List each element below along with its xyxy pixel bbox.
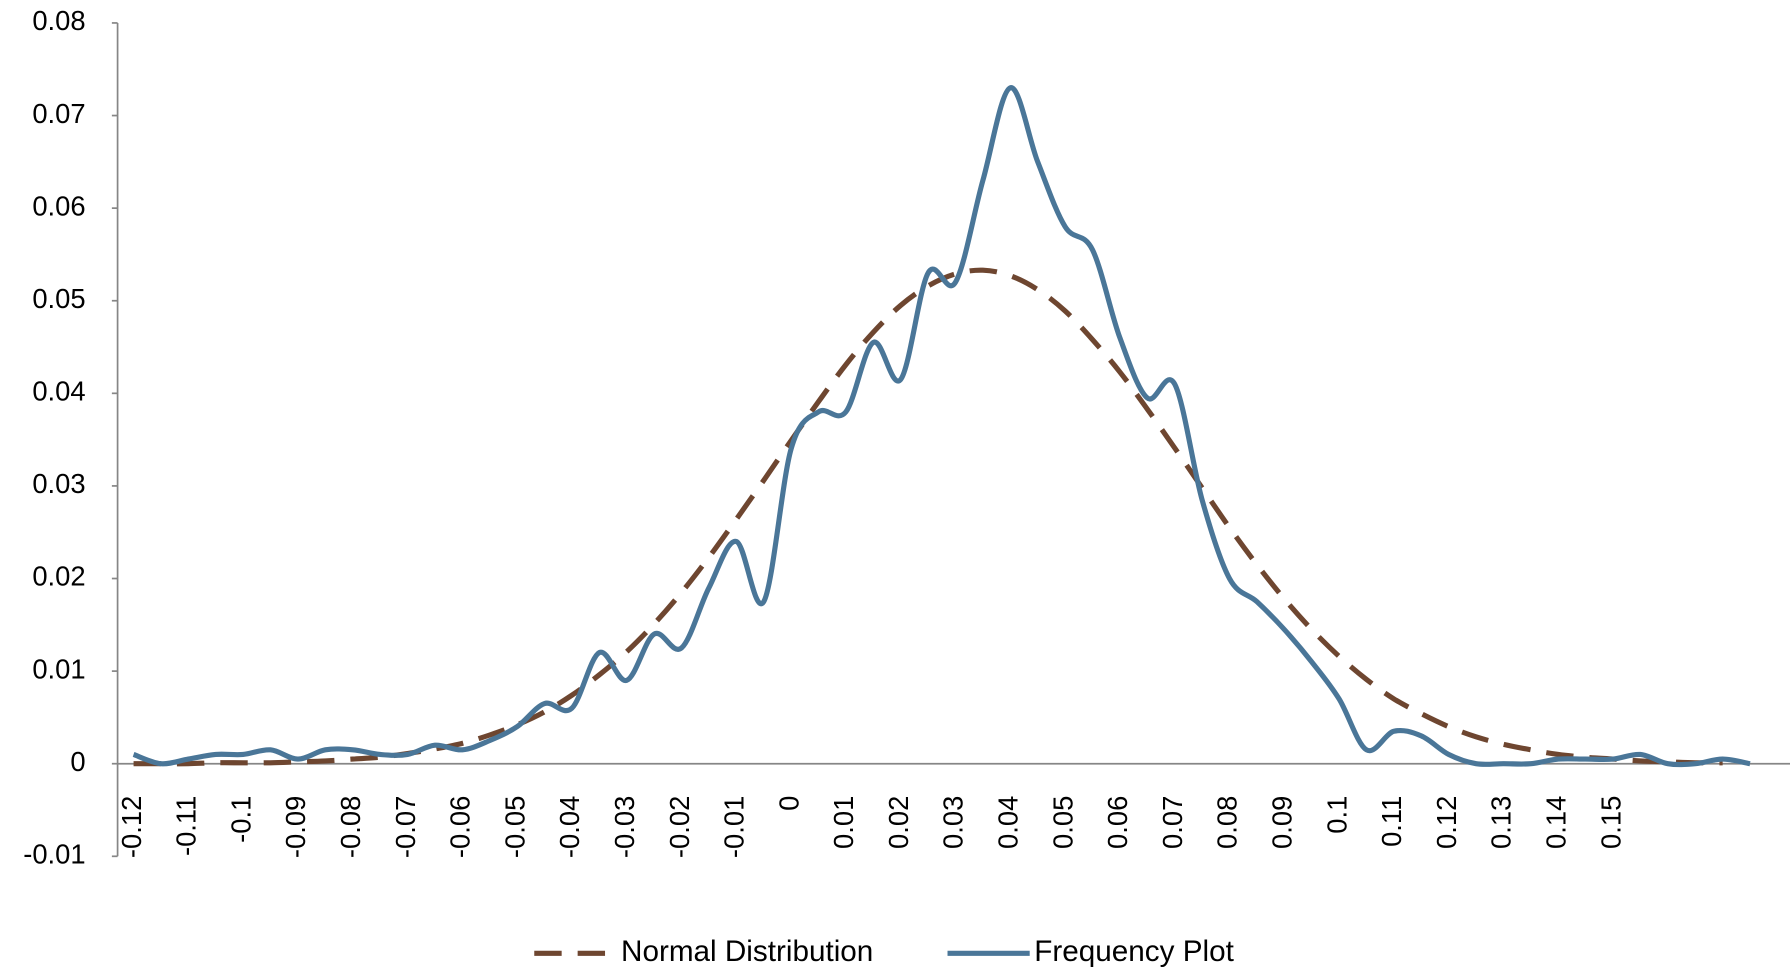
x-tick-label: 0.1	[1321, 796, 1352, 834]
y-tick-label: -0.01	[23, 839, 85, 870]
x-tick-label: -0.08	[335, 796, 366, 858]
x-tick-label: 0.01	[828, 796, 859, 849]
series-line	[133, 267, 1723, 767]
x-tick-label: -0.03	[609, 796, 640, 858]
x-tick-label: 0.04	[993, 796, 1024, 849]
x-tick-label: 0.06	[1102, 796, 1133, 849]
y-tick-label: 0.05	[32, 283, 85, 314]
x-tick-label: -0.11	[171, 796, 202, 856]
x-tick-label: 0	[773, 796, 804, 811]
x-tick-label: -0.04	[554, 796, 585, 858]
y-tick-label: 0.02	[32, 561, 85, 592]
x-tick-label: 0.09	[1267, 796, 1298, 849]
y-tick-label: 0.06	[32, 190, 85, 221]
series-line	[132, 85, 1751, 768]
legend-label: Normal Distribution	[621, 935, 873, 968]
legend-label: Frequency Plot	[1034, 935, 1234, 968]
x-tick-label: -0.01	[719, 796, 750, 858]
x-tick-label: 0.13	[1486, 796, 1517, 849]
x-tick-label: -0.02	[664, 796, 695, 858]
y-tick-label: 0.04	[32, 376, 85, 407]
x-tick-label: -0.07	[390, 796, 421, 858]
x-tick-label: -0.05	[499, 796, 530, 858]
x-tick-label: 0.02	[883, 796, 914, 849]
y-tick-label: 0.07	[32, 98, 85, 129]
x-tick-label: 0.05	[1047, 796, 1078, 849]
x-tick-label: -0.1	[225, 796, 256, 843]
y-tick-label: 0.08	[32, 5, 85, 36]
x-tick-label: 0.08	[1212, 796, 1243, 849]
x-tick-label: -0.12	[116, 796, 147, 858]
x-tick-label: 0.07	[1157, 796, 1188, 849]
y-tick-label: 0	[70, 746, 85, 777]
x-tick-label: 0.15	[1595, 796, 1626, 849]
x-tick-label: -0.06	[445, 796, 476, 858]
y-tick-label: 0.01	[32, 653, 85, 684]
x-tick-label: 0.11	[1376, 796, 1407, 847]
x-tick-label: -0.09	[280, 796, 311, 858]
x-tick-label: 0.12	[1431, 796, 1462, 849]
y-tick-label: 0.03	[32, 468, 85, 499]
x-tick-label: 0.03	[938, 796, 969, 849]
x-tick-label: 0.14	[1540, 796, 1571, 849]
